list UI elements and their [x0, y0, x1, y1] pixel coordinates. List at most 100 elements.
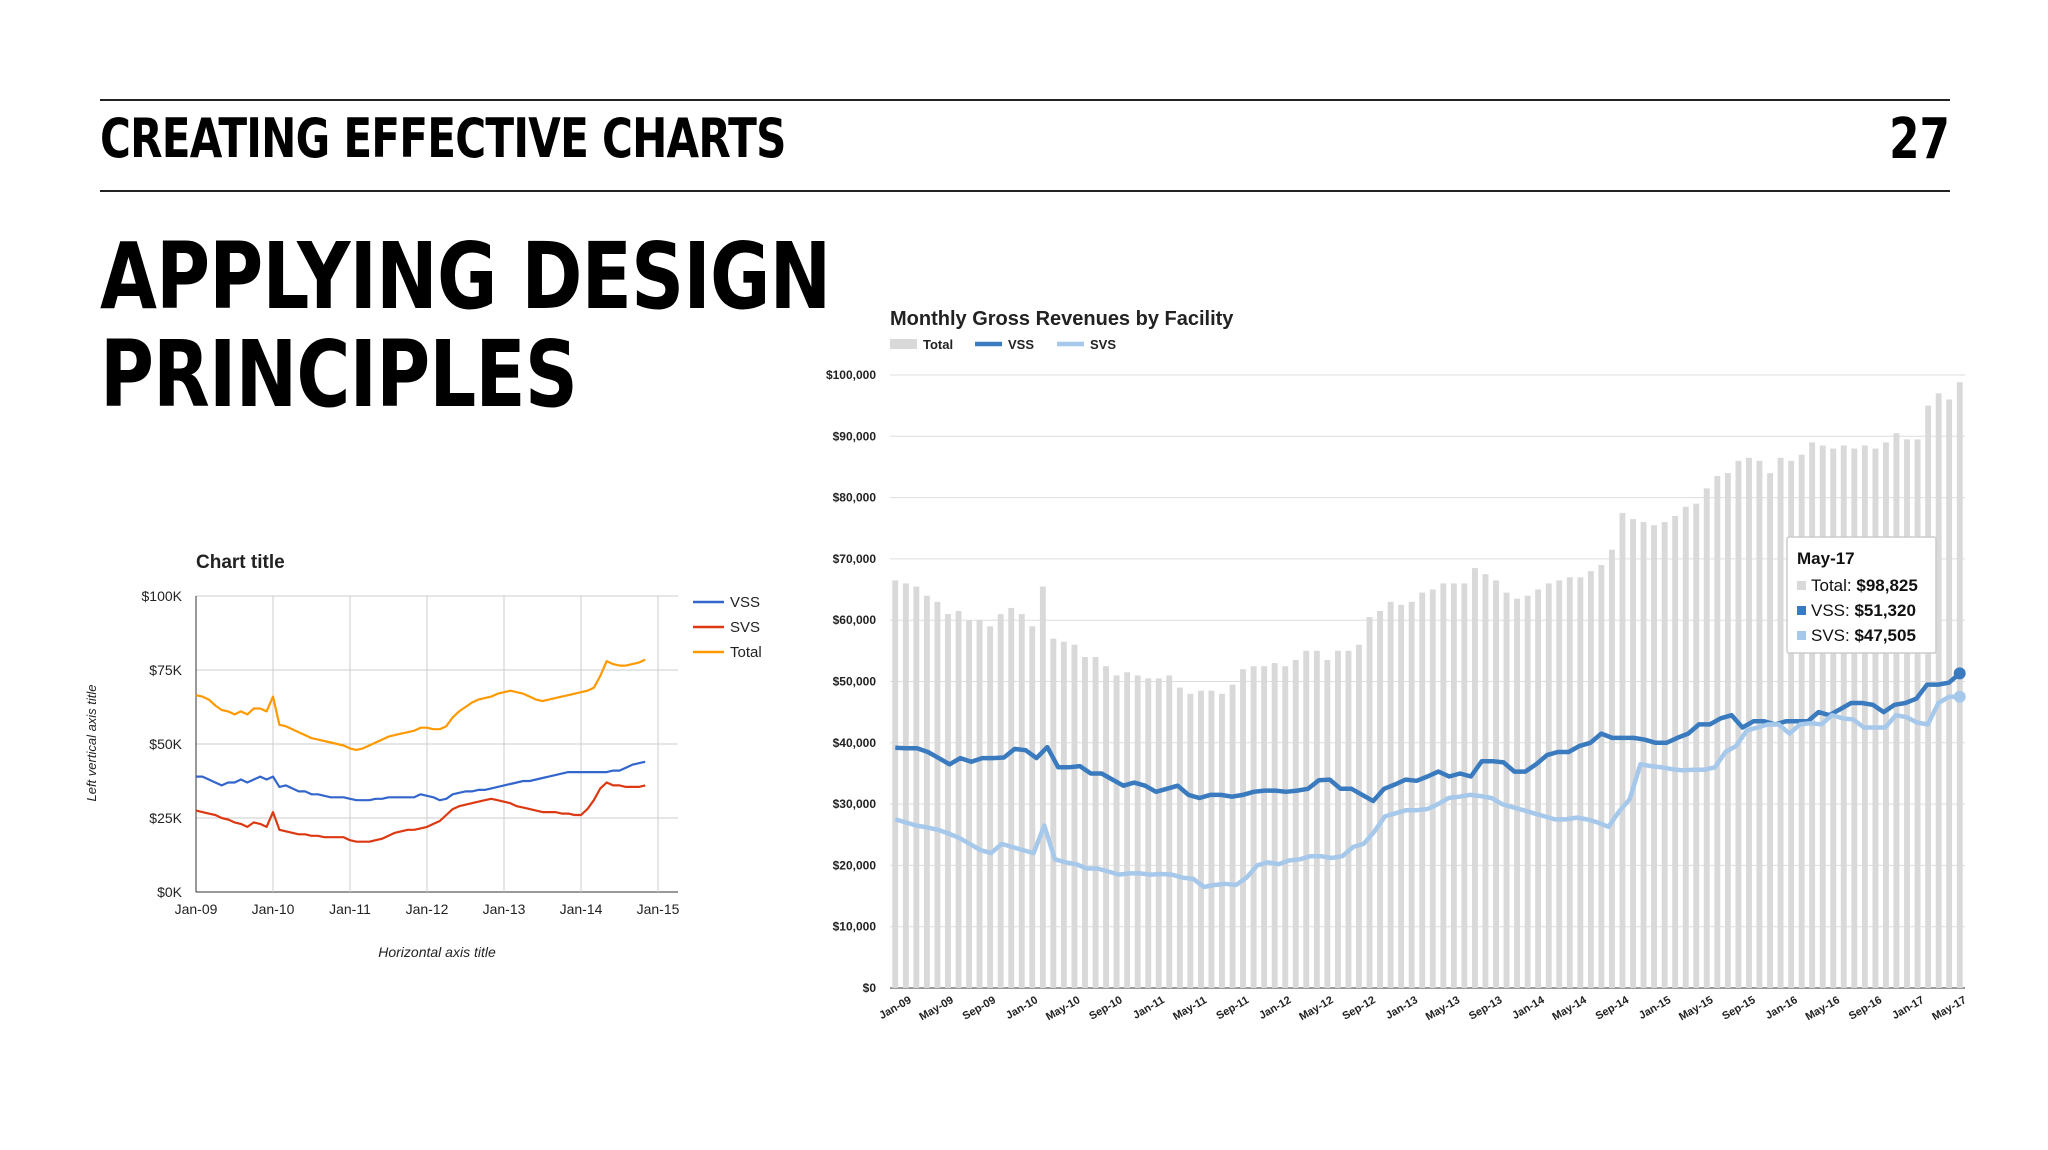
- header-top-rule: [100, 99, 1950, 101]
- y-tick-label: $75K: [149, 662, 182, 678]
- bar-total: [1904, 439, 1910, 988]
- bar-total: [913, 586, 920, 988]
- bar-total: [1176, 687, 1183, 988]
- series-line-vss: [196, 760, 646, 802]
- legend-swatch-total: [890, 339, 917, 349]
- y-tick-label: $90,000: [833, 429, 877, 443]
- bar-total: [1714, 476, 1721, 988]
- bar-total: [1450, 583, 1457, 988]
- bar-total: [976, 620, 983, 988]
- bar-total: [1408, 601, 1415, 988]
- bar-total: [1134, 675, 1141, 988]
- chart-title: Monthly Gross Revenues by Facility: [890, 308, 1234, 330]
- x-tick-label: May-13: [1424, 994, 1462, 1023]
- bar-total: [1556, 580, 1563, 988]
- bar-total: [1925, 405, 1932, 989]
- x-tick-label: May-15: [1677, 994, 1715, 1023]
- bar-total: [902, 583, 909, 988]
- bar-total: [1587, 571, 1594, 988]
- bar-total: [1472, 568, 1478, 988]
- y-axis-ticks: $0K $25K $50K $75K $100K: [142, 588, 183, 900]
- x-axis-ticks: Jan-09 May-09 Sep-09 Jan-10 May-10 Sep-10 Jan-…: [877, 994, 1968, 1023]
- bar-total: [1935, 393, 1942, 988]
- x-tick-label: Sep-13: [1467, 994, 1504, 1022]
- y-tick-label: $40,000: [833, 736, 877, 750]
- x-tick-label: Jan-15: [637, 901, 680, 917]
- bar-total: [1113, 675, 1120, 988]
- y-tick-label: $0: [863, 981, 877, 995]
- bar-total: [1429, 589, 1436, 988]
- tooltip-swatch: [1797, 606, 1806, 615]
- x-tick-label: May-14: [1550, 994, 1589, 1023]
- tooltip-row-label: Total:: [1811, 576, 1856, 595]
- y-tick-label: $70,000: [833, 552, 877, 566]
- x-tick-label: May-12: [1297, 994, 1335, 1023]
- y-tick-label: $50,000: [833, 675, 877, 689]
- bar-total: [1503, 592, 1510, 988]
- tooltip-swatch: [1797, 581, 1806, 590]
- bar-total: [1155, 678, 1162, 988]
- tooltip-swatch: [1797, 631, 1806, 640]
- bar-total: [934, 601, 941, 988]
- bar-total: [1577, 577, 1584, 988]
- bar-total: [1198, 690, 1204, 988]
- header-bottom-rule: [100, 190, 1950, 192]
- bar-total: [1271, 663, 1278, 988]
- bar-total: [1103, 666, 1109, 988]
- bar-total: [1956, 382, 1963, 988]
- chart-gridlines: [195, 595, 678, 893]
- x-tick-label: Sep-15: [1720, 994, 1757, 1022]
- bar-total: [1229, 684, 1236, 988]
- tooltip-title: May-17: [1797, 549, 1855, 568]
- y-axis-title: Left vertical axis title: [84, 684, 99, 801]
- chart-gridlines: [890, 374, 1965, 989]
- x-tick-label: Jan-12: [1257, 994, 1293, 1022]
- bar-total: [1124, 672, 1131, 988]
- series-line-svs: [195, 781, 646, 843]
- bar-total: [1292, 660, 1299, 988]
- bar-total: [1482, 574, 1489, 988]
- x-tick-label: Jan-09: [877, 994, 913, 1022]
- series-line-svs: [894, 694, 1960, 890]
- bar-total: [1693, 503, 1700, 988]
- x-tick-label: Jan-16: [1764, 994, 1800, 1022]
- x-tick-label: Jan-17: [1890, 994, 1926, 1022]
- tooltip-row-value: $98,825: [1856, 576, 1917, 595]
- bar-total: [1092, 657, 1099, 988]
- chart-legend: VSS SVS Total: [693, 594, 762, 661]
- bar-total: [1060, 641, 1067, 988]
- x-tick-label: May-09: [917, 994, 955, 1023]
- bar-total: [1261, 666, 1268, 988]
- bar-total: [1724, 473, 1731, 989]
- legend-label-vss: VSS: [1008, 337, 1034, 352]
- bar-total: [1703, 488, 1710, 988]
- bar-total: [1377, 611, 1383, 988]
- x-tick-label: Sep-12: [1340, 994, 1377, 1022]
- legend-label-total: Total: [730, 644, 762, 661]
- tooltip-row-value: $51,320: [1854, 601, 1915, 620]
- y-axis-ticks: $0 $10,000 $20,000 $30,000 $40,000 $50,000 $60…: [826, 368, 876, 995]
- bar-total: [955, 611, 962, 988]
- bar-total: [1819, 445, 1826, 988]
- bar-total: [1008, 607, 1015, 988]
- x-tick-label: Jan-13: [1384, 994, 1420, 1022]
- slide-title: APPLYING DESIGN PRINCIPLES: [100, 228, 831, 428]
- bar-total: [1883, 442, 1889, 988]
- x-tick-label: Jan-14: [560, 901, 603, 917]
- y-tick-label: $60,000: [833, 613, 877, 627]
- bar-total: [1440, 583, 1447, 988]
- bar-total: [997, 614, 1004, 988]
- x-tick-label: Jan-11: [329, 901, 371, 917]
- bar-total: [1018, 614, 1025, 988]
- page-number: 27: [1889, 107, 1950, 172]
- bar-total: [1535, 589, 1542, 988]
- slide-title-line-2: PRINCIPLES: [100, 321, 578, 428]
- x-tick-label: Sep-10: [1087, 994, 1124, 1022]
- y-tick-label: $30,000: [833, 797, 877, 811]
- tooltip-row-value: $47,505: [1854, 626, 1915, 645]
- bar-total: [1082, 657, 1088, 988]
- bar-total: [1630, 519, 1636, 988]
- y-tick-label: $100,000: [826, 368, 876, 382]
- bar-total: [1872, 448, 1879, 989]
